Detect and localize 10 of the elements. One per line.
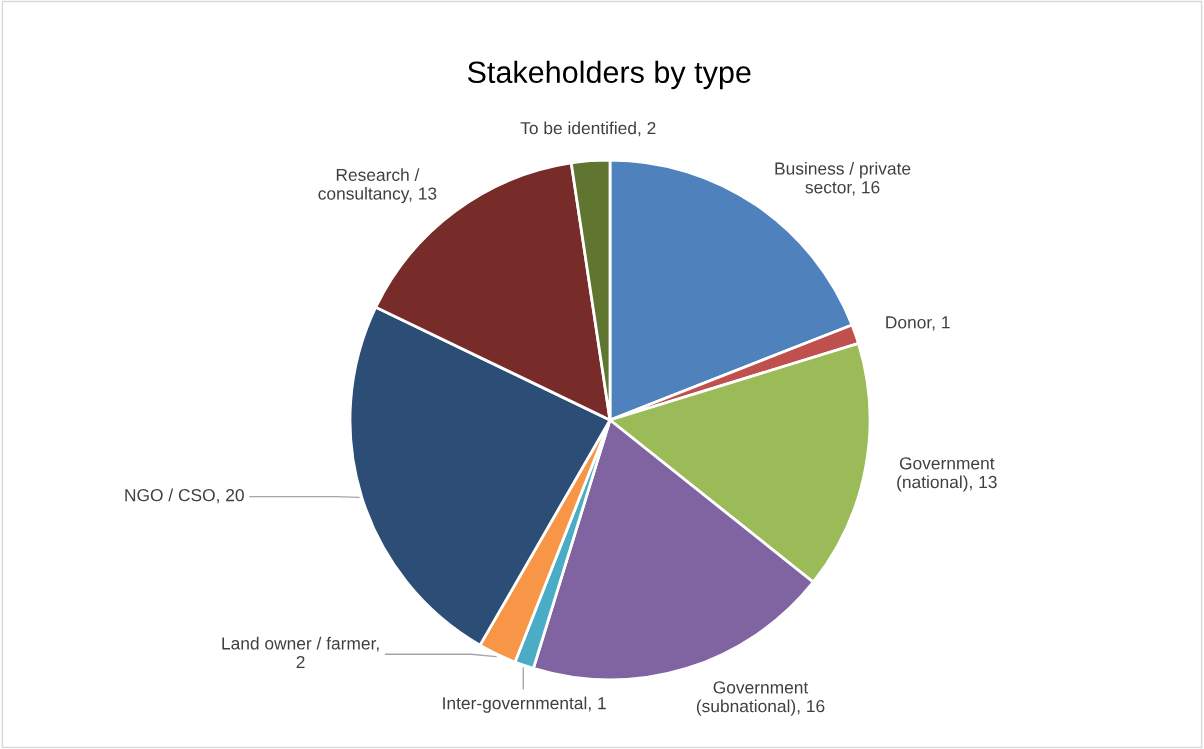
slice-label: Donor, 1 [886, 316, 950, 331]
slice-label: To be identified, 2 [520, 121, 656, 137]
slice-label: Government (subnational), 16 [696, 681, 825, 716]
slice-label: Business / private sector, 16 [775, 161, 911, 196]
slice-label: Inter-governmental, 1 [443, 696, 606, 713]
slice-label: Land owner / farmer, 2 [222, 636, 379, 669]
slice-label: Research / consultancy, 13 [318, 168, 437, 204]
chart-title: Stakeholders by type [467, 60, 751, 90]
slice-label: NGO / CSO, 20 [125, 488, 244, 504]
slice-label: Government (national), 13 [897, 457, 997, 492]
